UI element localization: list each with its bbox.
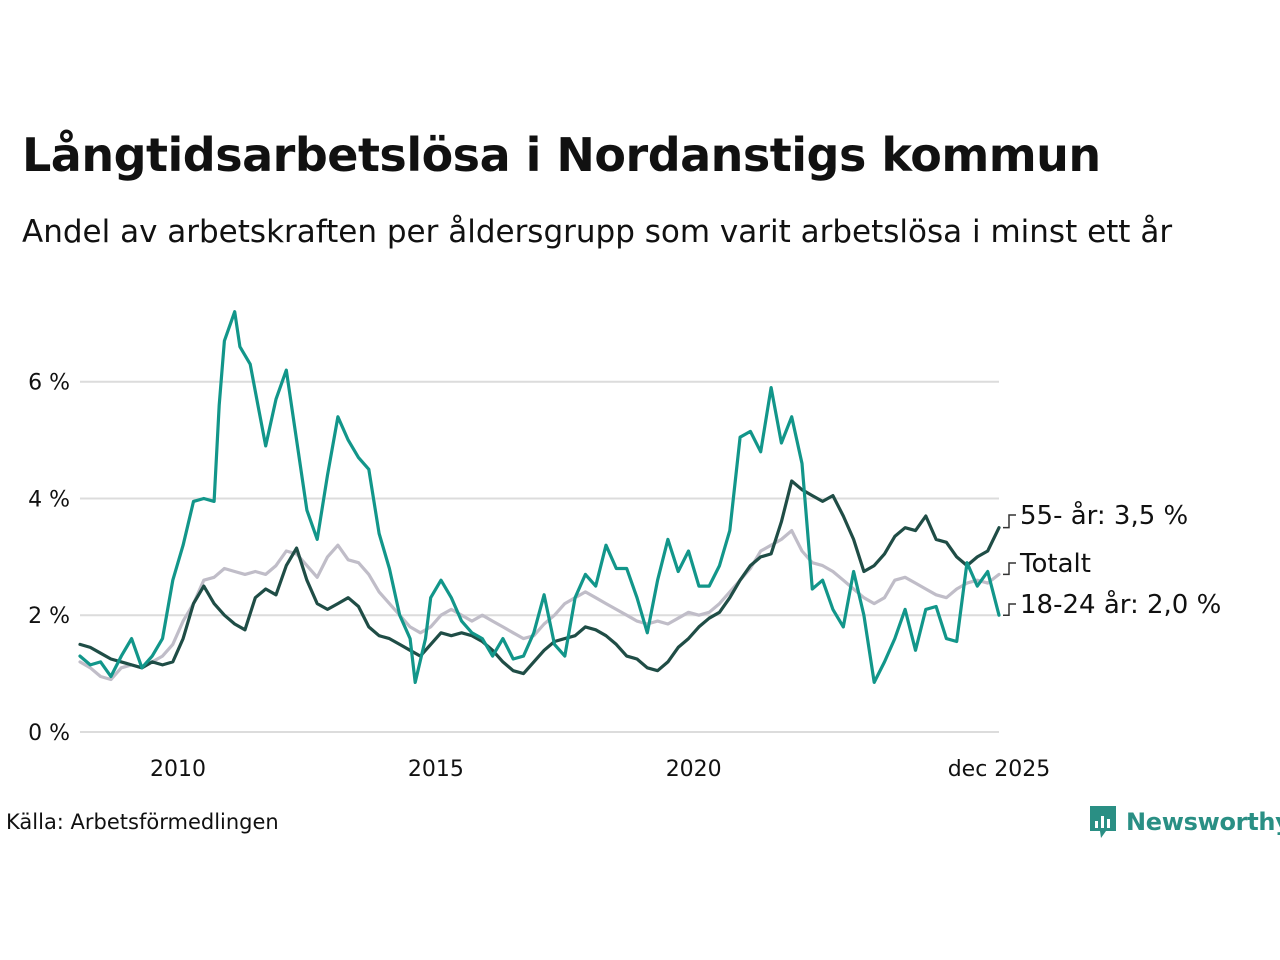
end-label-senior: 55- år: 3,5 % — [1020, 500, 1188, 531]
series-lines — [78, 310, 1001, 684]
x-tick-label: dec 2025 — [948, 757, 1051, 782]
y-tick-label: 6 % — [28, 371, 70, 396]
x-tick-label: 2010 — [150, 757, 206, 782]
chart-subtitle: Andel av arbetskraften per åldersgrupp s… — [22, 214, 1173, 250]
y-tick-label: 4 % — [28, 487, 70, 512]
end-label-connector — [1003, 562, 1016, 576]
chart-title: Långtidsarbetslösa i Nordanstigs kommun — [22, 128, 1101, 182]
x-axis-labels: 2010 2015 2020 dec 2025 — [150, 757, 1050, 782]
end-label-connector — [1003, 514, 1016, 529]
newsworthy-logo-icon — [1090, 806, 1116, 838]
end-label-total: Totalt — [1019, 549, 1091, 579]
brand-name: Newsworthy — [1126, 808, 1280, 836]
x-tick-label: 2015 — [408, 757, 464, 782]
y-tick-label: 2 % — [28, 604, 70, 629]
end-label-connector — [1003, 603, 1016, 616]
series-line-youth — [78, 310, 1001, 684]
source-note: Källa: Arbetsförmedlingen — [6, 810, 279, 834]
y-tick-label: 0 % — [28, 721, 70, 746]
y-axis-labels: 0 % 2 % 4 % 6 % — [28, 371, 70, 746]
x-tick-label: 2020 — [666, 757, 722, 782]
newsworthy-logo: Newsworthy — [1088, 804, 1280, 840]
end-labels: Totalt 55- år: 3,5 % 18-24 år: 2,0 % — [1003, 500, 1221, 620]
series-line-total — [78, 529, 1001, 682]
end-label-youth: 18-24 år: 2,0 % — [1020, 589, 1221, 620]
series-line-senior — [78, 479, 1001, 676]
